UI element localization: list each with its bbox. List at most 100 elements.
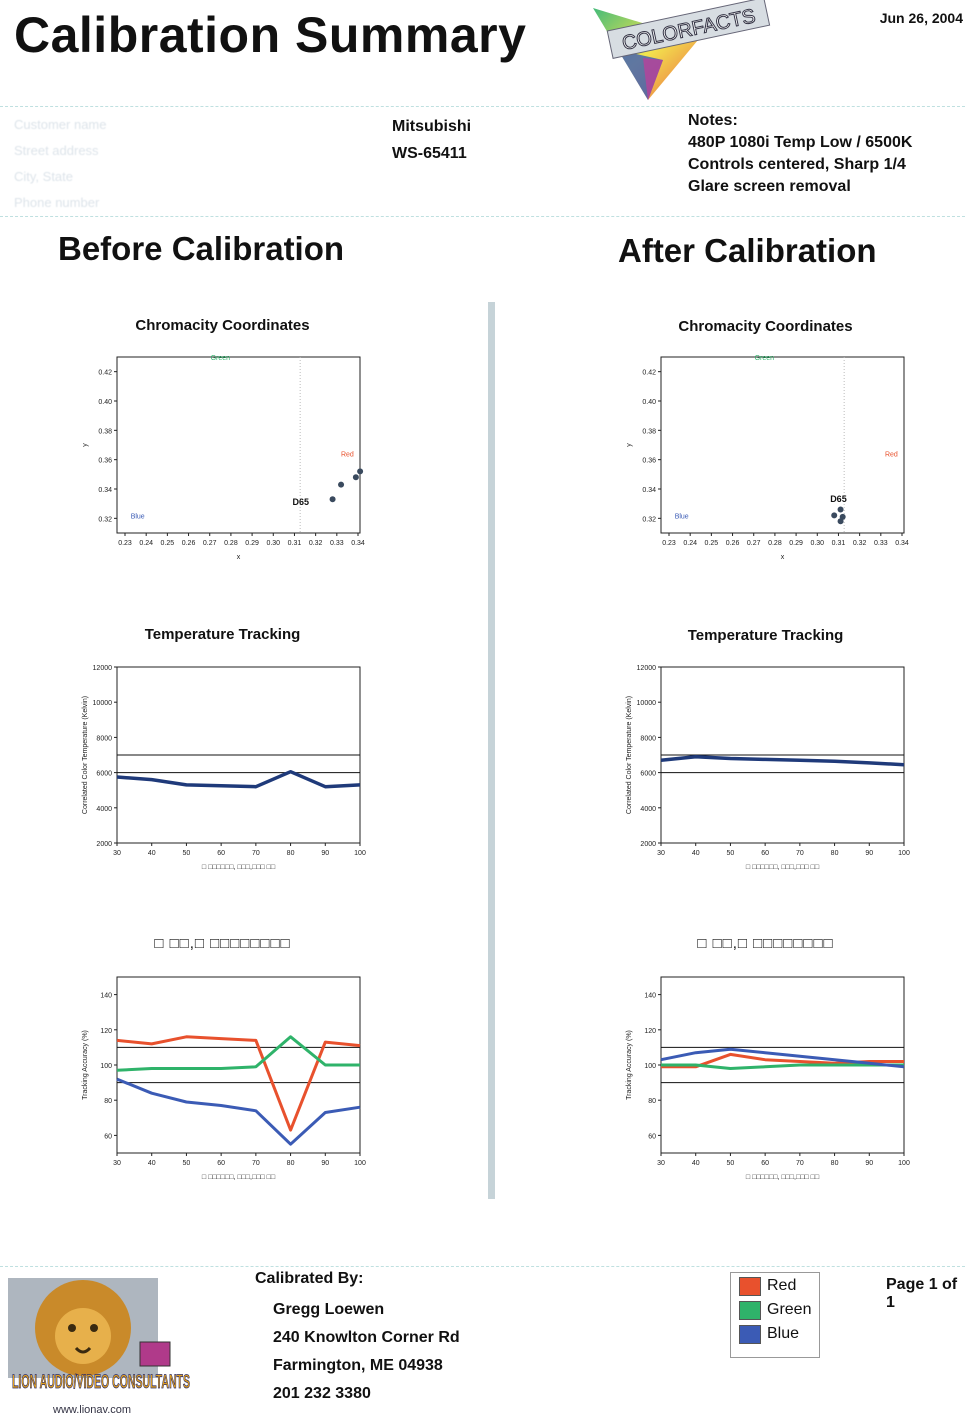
x-tick-label: 50 <box>183 850 191 857</box>
x-tick-label: 0.28 <box>224 540 238 547</box>
x-tick-label: 40 <box>148 1160 156 1167</box>
x-tick-label: 60 <box>217 850 225 857</box>
page-number: Page 1 of 1 <box>886 1276 958 1311</box>
series-line-green <box>116 1035 360 1072</box>
calibrator-address-1: 240 Knowlton Corner Rd <box>273 1329 460 1346</box>
x-tick-label: 0.32 <box>853 540 867 547</box>
display-info: Mitsubishi WS-65411 <box>392 113 471 167</box>
colorfacts-logo: COLORFACTS <box>593 0 771 100</box>
y-tick-label: 2000 <box>96 841 112 848</box>
display-model: WS-65411 <box>392 145 467 162</box>
chart-annotation: Blue <box>675 513 689 520</box>
x-tick-label: 30 <box>657 850 665 857</box>
after-temperature-title: Temperature Tracking <box>687 627 844 644</box>
before-calibration-title: Before Calibration <box>58 230 345 267</box>
x-tick-label: 0.34 <box>895 540 909 547</box>
calibrated-by-label: Calibrated By: <box>255 1270 364 1287</box>
x-tick-label: 0.26 <box>182 540 196 547</box>
x-tick-label: 30 <box>113 850 121 857</box>
client-line: City, State <box>14 169 74 184</box>
svg-text:LION AUDIO/VIDEO CONSULTANTS: LION AUDIO/VIDEO CONSULTANTS <box>12 1372 190 1393</box>
x-tick-label: 0.23 <box>118 540 132 547</box>
client-line: Phone number <box>14 195 100 210</box>
x-axis-label: □ □□□□□□, □□□,□□□ □□ <box>746 864 820 871</box>
info-divider <box>0 216 965 217</box>
y-tick-label: 0.34 <box>98 487 112 494</box>
notes-line: Glare screen removal <box>688 178 851 195</box>
lion-av-logo: LION AUDIO/VIDEO CONSULTANTS www.lionav.… <box>8 1278 190 1416</box>
after-rgb-chart: 60 80 100 120 140 30 40 50 60 70 80 90 100 □ □□□□□□, … <box>626 976 910 1181</box>
y-axis-label: y <box>82 443 89 447</box>
x-tick-label: 60 <box>761 1160 769 1167</box>
data-point <box>352 474 359 481</box>
y-tick-label: 4000 <box>640 806 656 813</box>
svg-text:www.lionav.com: www.lionav.com <box>52 1404 131 1416</box>
y-axis-label: Tracking Accuracy (%) <box>626 1030 633 1100</box>
y-tick-label: 4000 <box>96 806 112 813</box>
y-tick-label: 100 <box>644 1063 656 1070</box>
series-line-blue <box>116 1077 361 1146</box>
y-tick-label: 6000 <box>96 771 112 778</box>
footer-divider <box>0 1266 965 1267</box>
y-tick-label: 0.36 <box>642 458 656 465</box>
data-point <box>329 496 336 503</box>
x-tick-label: 40 <box>692 1160 700 1167</box>
client-info-redacted: Customer name Street address City, State… <box>14 112 106 216</box>
plot-area <box>116 976 361 1154</box>
y-tick-label: 2000 <box>640 841 656 848</box>
x-tick-label: 0.25 <box>161 540 175 547</box>
x-axis-label: □ □□□□□□, □□□,□□□ □□ <box>202 864 276 871</box>
y-axis-label: y <box>626 443 633 447</box>
chart-annotation: D65 <box>293 497 310 507</box>
client-line: Customer name <box>14 117 107 132</box>
x-tick-label: 70 <box>252 1160 260 1167</box>
before-chromaticity-title: Chromacity Coordinates <box>135 317 310 334</box>
x-tick-label: 0.33 <box>874 540 888 547</box>
x-tick-label: 0.29 <box>245 540 259 547</box>
y-tick-label: 140 <box>100 993 112 1000</box>
after-calibration-title: After Calibration <box>618 232 877 269</box>
y-tick-label: 8000 <box>96 735 112 742</box>
x-tick-label: 0.30 <box>266 540 280 547</box>
x-tick-label: 40 <box>692 850 700 857</box>
calibrator-name: Gregg Loewen <box>273 1301 385 1318</box>
legend-item-red: Red <box>731 1275 819 1297</box>
y-tick-label: 10000 <box>93 700 113 707</box>
chart-annotation: D65 <box>830 494 847 504</box>
y-tick-label: 6000 <box>640 771 656 778</box>
x-tick-label: 30 <box>657 1160 665 1167</box>
chart-legend: Red Green Blue <box>730 1272 820 1358</box>
notes: Notes: 480P 1080i Temp Low / 6500K Contr… <box>688 110 912 198</box>
chart-annotation: Green <box>211 355 231 362</box>
y-tick-label: 100 <box>100 1063 112 1070</box>
series-line <box>660 755 905 767</box>
x-tick-label: 100 <box>354 850 366 857</box>
y-tick-label: 8000 <box>640 735 656 742</box>
y-tick-label: 0.36 <box>98 458 112 465</box>
x-tick-label: 50 <box>727 1160 735 1167</box>
legend-swatch-red <box>739 1276 761 1296</box>
y-tick-label: 0.42 <box>98 370 112 377</box>
data-point <box>837 506 844 513</box>
y-axis-label: Correlated Color Temperature (Kelvin) <box>626 696 633 814</box>
before-rgb-chart: 60 80 100 120 140 30 40 50 60 70 80 90 100 □ □□□□□□, … <box>82 976 366 1181</box>
y-tick-label: 80 <box>104 1098 112 1105</box>
x-tick-label: 100 <box>898 850 910 857</box>
x-tick-label: 0.25 <box>705 540 719 547</box>
y-tick-label: 60 <box>104 1133 112 1140</box>
x-tick-label: 100 <box>354 1160 366 1167</box>
y-tick-label: 0.42 <box>642 370 656 377</box>
data-point <box>357 468 364 475</box>
chart-annotation: Red <box>341 452 354 459</box>
after-chromaticity-chart: 0.32 0.34 0.36 0.38 0.40 0.42 0.23 0.24 0.25 0.26… <box>626 355 909 561</box>
x-tick-label: 50 <box>727 850 735 857</box>
x-tick-label: 80 <box>287 850 295 857</box>
x-tick-label: 0.23 <box>662 540 676 547</box>
y-tick-label: 0.38 <box>98 428 112 435</box>
before-temperature-chart: 2000 4000 6000 8000 10000 12000 30 40 50 60 70 80 90… <box>82 665 366 871</box>
legend-item-blue: Blue <box>731 1323 819 1345</box>
y-tick-label: 120 <box>100 1028 112 1035</box>
before-temperature-title: Temperature Tracking <box>144 626 301 643</box>
y-tick-label: 60 <box>648 1133 656 1140</box>
series-line-red <box>116 1035 361 1132</box>
